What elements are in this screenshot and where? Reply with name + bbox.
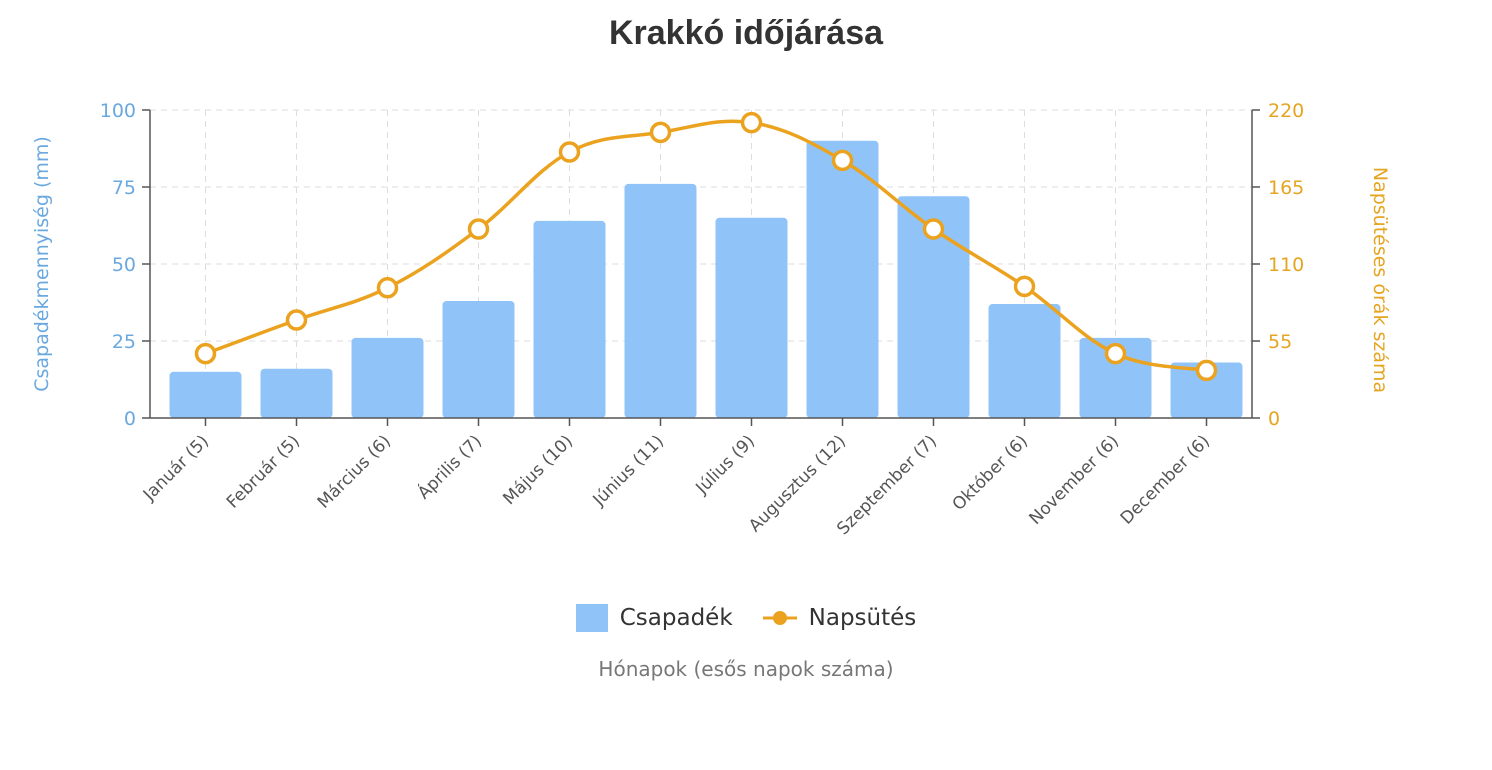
legend-label: Napsütés xyxy=(808,605,917,631)
y-axis-title-right: Napsütéses órák száma xyxy=(1369,167,1391,393)
sunshine-point-4 xyxy=(558,141,581,163)
x-tick-label: Június (11) xyxy=(589,431,668,510)
y-tick-label-left: 25 xyxy=(112,331,136,353)
sunshine-point-6 xyxy=(740,111,763,134)
y-tick-label-left: 75 xyxy=(112,177,136,199)
y-tick-label-right: 220 xyxy=(1268,100,1304,122)
y-tick-label-right: 110 xyxy=(1268,254,1304,276)
sunshine-point-10 xyxy=(1104,342,1127,365)
y-tick-label-right: 165 xyxy=(1268,177,1304,199)
y-axis-title-left: Csapadékmennyiség (mm) xyxy=(31,136,53,392)
y-tick-label-left: 0 xyxy=(124,408,136,430)
bar-0 xyxy=(169,371,242,418)
bar-2 xyxy=(351,337,424,418)
legend-label: Csapadék xyxy=(619,605,733,631)
sunshine-point-3 xyxy=(467,218,490,240)
bar-11 xyxy=(1170,362,1243,418)
y-tick-label-left: 50 xyxy=(112,254,136,276)
legend-item-napsutes[interactable]: Napsütés xyxy=(762,605,917,631)
legend-bar-swatch xyxy=(575,604,608,632)
sunshine-point-11 xyxy=(1195,359,1218,382)
sunshine-point-2 xyxy=(376,277,399,299)
bar-3 xyxy=(442,300,515,418)
sunshine-point-9 xyxy=(1013,275,1036,298)
y-tick-label-left: 100 xyxy=(100,100,136,122)
x-tick-label: Január (5) xyxy=(139,431,213,505)
bar-1 xyxy=(260,368,333,418)
sunshine-point-8 xyxy=(922,218,945,240)
bar-6 xyxy=(715,217,788,418)
x-tick-label: December (6) xyxy=(1117,431,1214,528)
bar-10 xyxy=(1079,337,1152,418)
legend-item-csapadek[interactable]: Csapadék xyxy=(575,604,733,632)
x-tick-label: Március (6) xyxy=(314,431,395,512)
bar-4 xyxy=(533,220,606,418)
x-tick-label: Szeptember (7) xyxy=(833,431,941,539)
bar-5 xyxy=(624,183,697,418)
legend-line-swatch xyxy=(762,611,797,625)
x-tick-label: November (6) xyxy=(1026,431,1124,529)
sunshine-point-7 xyxy=(831,149,854,172)
sunshine-point-1 xyxy=(285,309,308,331)
bar-9 xyxy=(988,304,1061,418)
x-tick-label: Február (5) xyxy=(223,431,304,512)
chart-plot: 0 25 50 75 100 0 55 110 165 220 Január (5) Február … xyxy=(31,100,1391,539)
x-tick-label: Április (7) xyxy=(413,430,486,503)
x-tick-label: Augusztus (12) xyxy=(745,431,850,536)
legend: Csapadék Napsütés xyxy=(0,604,1492,632)
y-tick-label-right: 0 xyxy=(1268,408,1280,430)
chart-title: Krakkó időjárása xyxy=(608,14,884,52)
x-tick-label: Október (6) xyxy=(949,431,1032,514)
sunshine-point-0 xyxy=(194,342,217,365)
y-tick-label-right: 55 xyxy=(1268,331,1292,353)
x-tick-label: Július (9) xyxy=(692,431,759,498)
bar-8 xyxy=(897,196,970,418)
bar-7 xyxy=(806,140,879,419)
x-axis-title: Hónapok (esős napok száma) xyxy=(598,657,894,681)
sunshine-point-5 xyxy=(649,121,672,144)
x-tick-label: Május (10) xyxy=(499,431,577,509)
